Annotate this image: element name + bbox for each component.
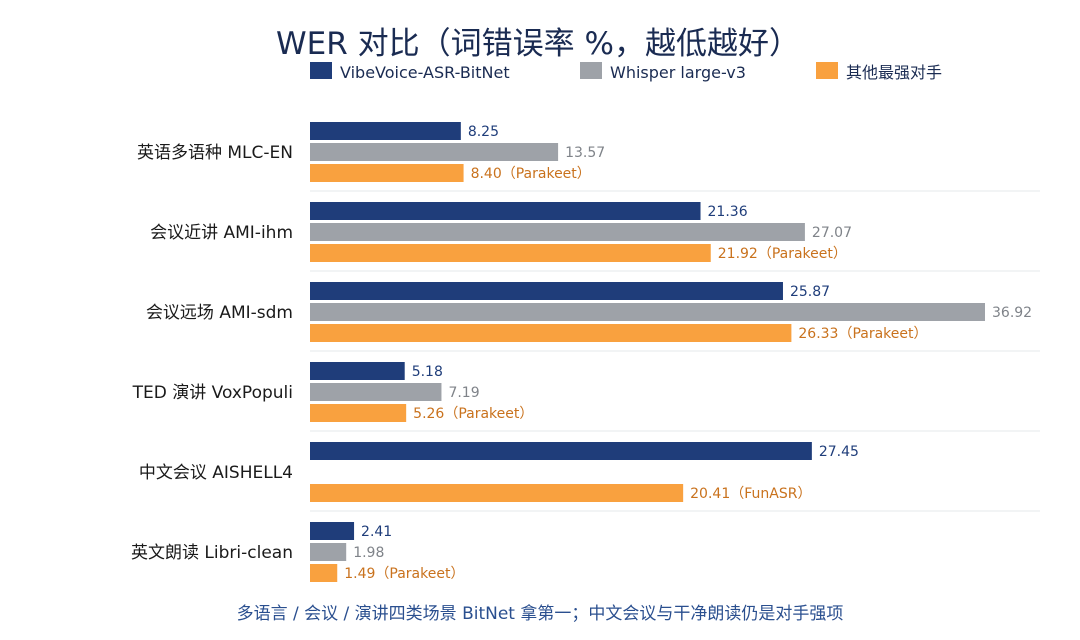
- bar-series-3: [310, 484, 684, 502]
- bar-value-label: 5.26（Parakeet）: [413, 406, 533, 422]
- bar-value-label: 20.41（FunASR）: [690, 486, 811, 502]
- category-label: 会议近讲 AMI-ihm: [150, 223, 293, 243]
- bar-value-label: 36.92: [992, 305, 1032, 321]
- bar-series-3: [310, 244, 711, 262]
- bar-value-label: 13.57: [565, 145, 605, 161]
- row-separators: [310, 190, 1040, 512]
- bars: [310, 122, 985, 582]
- legend-swatch-3: [816, 62, 838, 79]
- bar-value-label: 27.45: [819, 444, 859, 460]
- legend-label-1: VibeVoice-ASR-BitNet: [340, 63, 510, 82]
- bar-series-1: [310, 202, 701, 220]
- category-label: 会议远场 AMI-sdm: [146, 303, 293, 323]
- bar-series-2: [310, 143, 559, 161]
- category-label: TED 演讲 VoxPopuli: [132, 383, 293, 403]
- legend: VibeVoice-ASR-BitNet Whisper large-v3 其他最强…: [310, 62, 942, 82]
- bar-value-label: 26.33（Parakeet）: [798, 326, 927, 342]
- bar-series-3: [310, 164, 464, 182]
- chart-footnote: 多语言 / 会议 / 演讲四类场景 BitNet 拿第一；中文会议与干净朗读仍是…: [237, 603, 844, 624]
- bar-value-label: 27.07: [812, 225, 852, 241]
- bar-value-label: 1.49（Parakeet）: [344, 566, 464, 582]
- bar-series-1: [310, 362, 405, 380]
- bar-series-2: [310, 223, 805, 241]
- bar-value-label: 8.40（Parakeet）: [471, 166, 591, 182]
- legend-label-3: 其他最强对手: [846, 63, 942, 82]
- category-label: 中文会议 AISHELL4: [139, 463, 293, 483]
- legend-label-2: Whisper large-v3: [610, 63, 746, 82]
- bar-series-3: [310, 404, 407, 422]
- bar-series-3: [310, 324, 792, 342]
- category-label: 英语多语种 MLC-EN: [137, 143, 293, 163]
- bar-series-1: [310, 522, 355, 540]
- value-labels: 8.25 13.57 8.40（Parakeet） 21.36 27.07 21.92（P…: [344, 124, 1032, 582]
- bar-value-label: 1.98: [353, 545, 384, 561]
- bar-value-label: 21.92（Parakeet）: [718, 246, 847, 262]
- bar-series-2: [310, 303, 985, 321]
- bar-value-label: 25.87: [790, 284, 830, 300]
- bar-value-label: 2.41: [361, 524, 392, 540]
- bar-series-1: [310, 442, 812, 460]
- bar-series-1: [310, 122, 461, 140]
- bar-value-label: 7.19: [448, 385, 479, 401]
- chart-title: WER 对比（词错误率 %，越低越好）: [276, 26, 800, 62]
- bar-series-3: [310, 564, 338, 582]
- bar-series-2: [310, 383, 442, 401]
- bar-series-1: [310, 282, 783, 300]
- bar-series-2: [310, 543, 347, 561]
- bar-value-label: 5.18: [412, 364, 443, 380]
- category-labels: 英语多语种 MLC-EN 会议近讲 AMI-ihm 会议远场 AMI-sdm TED …: [131, 143, 293, 563]
- legend-swatch-2: [580, 62, 602, 79]
- legend-swatch-1: [310, 62, 332, 79]
- category-label: 英文朗读 Libri-clean: [131, 543, 293, 563]
- bar-value-label: 8.25: [468, 124, 499, 140]
- bar-value-label: 21.36: [708, 204, 748, 220]
